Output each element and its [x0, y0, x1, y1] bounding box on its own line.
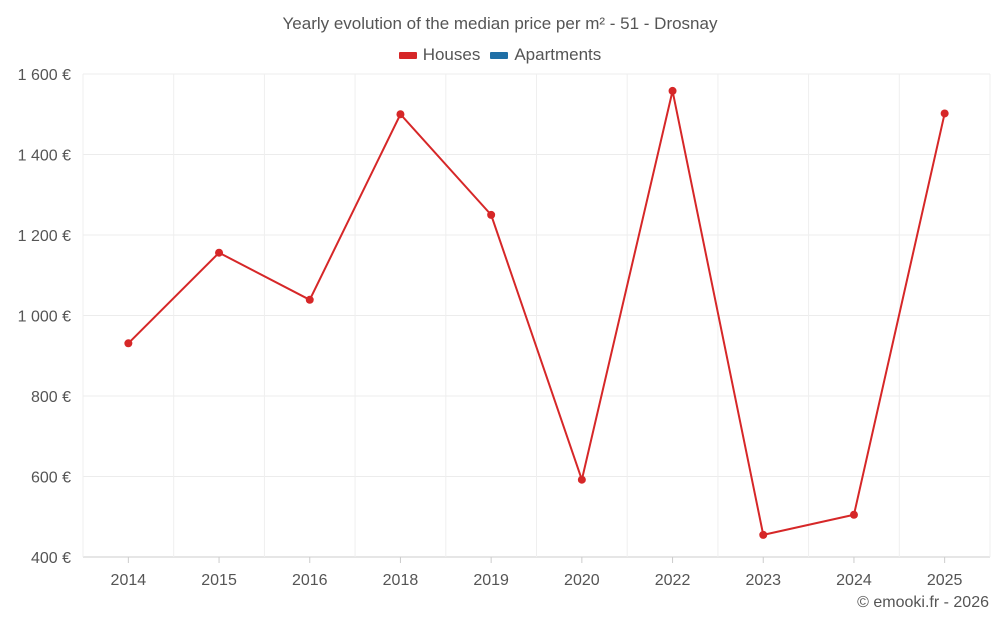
- x-tick-label: 2016: [292, 572, 328, 589]
- data-point-houses: [396, 110, 405, 119]
- data-point-houses: [124, 339, 133, 348]
- legend-label-apartments: Apartments: [514, 45, 602, 64]
- y-tick-label: 1 200 €: [18, 228, 71, 245]
- y-tick-label: 1 400 €: [18, 148, 71, 165]
- x-tick-label: 2024: [836, 572, 872, 589]
- x-tick-label: 2014: [111, 572, 147, 589]
- y-tick-label: 600 €: [31, 470, 71, 487]
- x-tick-label: 2019: [473, 572, 509, 589]
- x-tick-label: 2018: [383, 572, 419, 589]
- chart-legend: Houses Apartments: [0, 45, 1000, 65]
- data-point-houses: [849, 510, 858, 519]
- data-point-houses: [215, 248, 224, 257]
- x-tick-label: 2025: [927, 572, 963, 589]
- legend-swatch-houses: [398, 51, 417, 59]
- series-line-houses: [127, 89, 946, 536]
- data-point-houses: [577, 475, 586, 484]
- y-tick-label: 1 600 €: [18, 67, 71, 84]
- copyright-credit: © emooki.fr - 2026: [857, 594, 989, 611]
- data-point-houses: [759, 530, 768, 539]
- y-tick-label: 1 000 €: [18, 309, 71, 326]
- data-point-houses: [668, 86, 677, 95]
- data-point-houses: [305, 295, 314, 304]
- x-tick-label: 2015: [201, 572, 237, 589]
- y-tick-label: 400 €: [31, 550, 71, 567]
- data-point-houses: [940, 109, 949, 118]
- legend-swatch-apartments: [490, 51, 509, 59]
- legend-item-apartments[interactable]: Apartments: [490, 45, 601, 65]
- x-tick-label: 2020: [564, 572, 600, 589]
- legend-item-houses[interactable]: Houses: [398, 45, 481, 65]
- data-point-houses: [487, 210, 496, 219]
- x-tick-label: 2023: [745, 572, 781, 589]
- chart-title: Yearly evolution of the median price per…: [282, 14, 718, 33]
- legend-label-houses: Houses: [422, 45, 481, 64]
- x-tick-label: 2022: [655, 572, 691, 589]
- y-tick-label: 800 €: [31, 389, 71, 406]
